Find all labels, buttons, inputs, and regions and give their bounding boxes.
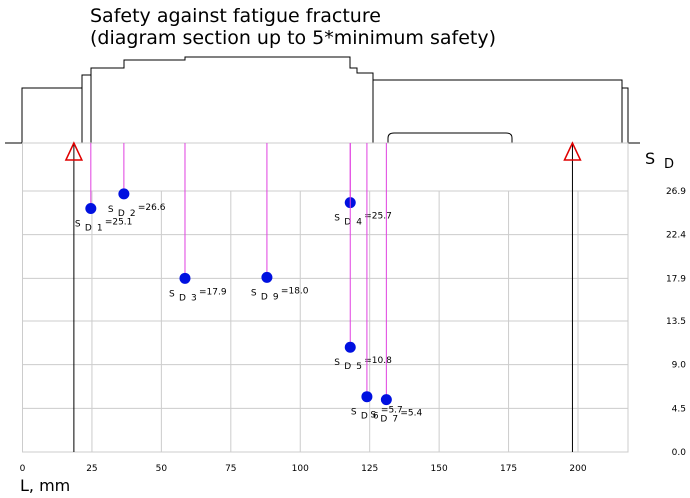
x-axis-label: L, mm — [20, 476, 70, 495]
x-tick-label: 150 — [431, 464, 448, 474]
plot-frame — [22, 142, 629, 453]
point-label-sub: D — [85, 223, 92, 233]
x-tick-label: 75 — [225, 464, 236, 474]
point-label-index: 3 — [191, 293, 197, 303]
support — [563, 141, 582, 161]
point-label-sub: D — [344, 218, 351, 228]
point-label-prefix: S — [169, 289, 175, 299]
x-tick-label: 0 — [20, 464, 26, 474]
point-value-label: =5.7 — [381, 406, 403, 416]
point — [85, 202, 97, 214]
point-label-index: 2 — [130, 209, 136, 219]
point — [361, 391, 373, 403]
chart-title: Safety against fatigue fracture — [90, 5, 381, 27]
y-tick-label: 17.9 — [666, 274, 686, 284]
point-label-index: 5 — [356, 362, 362, 372]
x-tick-label: 25 — [86, 464, 97, 474]
x-tick-label: 125 — [361, 464, 378, 474]
point — [380, 394, 392, 406]
y-tick-label: 13.5 — [666, 317, 686, 327]
point-label-sub: D — [380, 415, 387, 425]
y-tick-label: 22.4 — [666, 231, 686, 241]
y-tick-label: 26.9 — [666, 187, 686, 197]
point — [118, 188, 130, 200]
point-value-label: =5.4 — [400, 409, 422, 419]
point-label-sub: D — [361, 412, 368, 422]
point-value-label: =25.1 — [105, 217, 133, 227]
point-label-sub: D — [179, 293, 186, 303]
y-axis-label: S — [645, 149, 655, 168]
point-label-index: 1 — [97, 223, 103, 233]
point-label-prefix: S — [334, 214, 340, 224]
point-label-sub: D — [344, 362, 351, 372]
point — [261, 271, 273, 283]
point-value-label: =18.0 — [281, 286, 309, 296]
y-tick-label: 4.5 — [672, 404, 686, 414]
x-tick-label: 175 — [500, 464, 517, 474]
point — [344, 341, 356, 353]
point-label-index: 7 — [392, 415, 398, 425]
point-label-index: 6 — [373, 412, 379, 422]
point-value-label: =10.8 — [364, 356, 392, 366]
point-label-prefix: S — [75, 219, 81, 229]
point-label-sub: D — [118, 209, 125, 219]
point-label-index: 4 — [356, 218, 362, 228]
chart-subtitle: (diagram section up to 5*minimum safety) — [90, 27, 496, 49]
x-tick-label: 200 — [569, 464, 586, 474]
point — [179, 272, 191, 284]
point-label-prefix: S — [351, 408, 357, 418]
point-label-prefix: S — [251, 288, 257, 298]
y-tick-label: 9.0 — [672, 361, 687, 371]
point-label-prefix: S — [370, 411, 376, 421]
point-label-prefix: S — [108, 205, 114, 215]
x-tick-label: 100 — [292, 464, 309, 474]
support — [64, 141, 84, 161]
y-tick-label: 0.0 — [672, 448, 687, 458]
point-value-label: =26.6 — [138, 203, 166, 213]
y-axis-label-sub: D — [664, 157, 674, 172]
point-value-label: =17.9 — [199, 287, 227, 297]
point-label-sub: D — [261, 292, 268, 302]
x-tick-label: 50 — [156, 464, 168, 474]
shaft — [21, 56, 629, 143]
point-label-index: 9 — [273, 292, 279, 302]
point-label-prefix: S — [334, 358, 340, 368]
point-value-label: =25.7 — [364, 212, 392, 222]
